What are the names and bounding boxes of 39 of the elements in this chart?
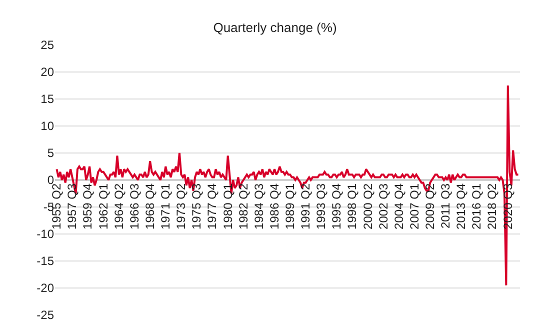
x-tick-label: 2016 Q1 (470, 183, 484, 230)
chart-title: Quarterly change (%) (213, 20, 337, 36)
x-tick-label: 1977 Q4 (205, 183, 220, 230)
x-tick-label: 1962 Q1 (96, 183, 110, 230)
x-tick-label: 1986 Q4 (267, 183, 282, 230)
y-tick-label: -20 (36, 281, 54, 296)
x-tick-label: 1980 Q1 (220, 183, 235, 230)
x-tick-label: 1968 Q4 (142, 183, 157, 230)
x-tick-label: 1998 Q1 (345, 183, 360, 230)
y-tick-label: 15 (40, 92, 54, 106)
x-tick-label: 1966 Q3 (127, 183, 142, 230)
x-tick-label: 2011 Q3 (438, 183, 453, 229)
x-tick-label: 1982 Q2 (236, 183, 250, 230)
y-tick-label: -25 (36, 308, 54, 322)
x-tick-label: 1989 Q1 (282, 183, 297, 230)
x-tick-label: 2000 Q2 (360, 183, 375, 230)
y-tick-label: 5 (47, 146, 54, 160)
y-tick-label: 25 (40, 38, 54, 52)
x-tick-label: 2013 Q4 (454, 183, 468, 230)
x-tick-label: 1975 Q3 (190, 183, 204, 230)
x-tick-label: 2002 Q3 (376, 183, 390, 230)
x-tick-label: 1995 Q4 (330, 183, 344, 230)
x-tick-label: 1991 Q2 (298, 183, 313, 230)
x-tick-label: 1971 Q1 (158, 183, 173, 230)
x-tick-label: 2007 Q1 (407, 183, 422, 230)
y-tick-label: 20 (40, 65, 54, 80)
x-tick-label: 2018 Q2 (485, 183, 500, 230)
y-tick-label: 10 (40, 119, 54, 134)
x-tick-label: 1957 Q3 (65, 183, 80, 230)
y-tick-label: -15 (36, 254, 54, 268)
x-tick-label: 1984 Q3 (252, 183, 266, 230)
x-tick-label: 1973 Q2 (174, 183, 188, 230)
x-tick-label: 2020 Q3 (500, 183, 515, 230)
x-tick-label: 1964 Q2 (112, 183, 126, 230)
x-tick-label: 1959 Q4 (80, 183, 95, 230)
x-tick-label: 2004 Q4 (392, 183, 406, 230)
y-tick-label: -10 (36, 227, 54, 242)
x-tick-label: 2009 Q2 (423, 183, 438, 230)
x-tick-label: 1993 Q3 (314, 183, 328, 230)
